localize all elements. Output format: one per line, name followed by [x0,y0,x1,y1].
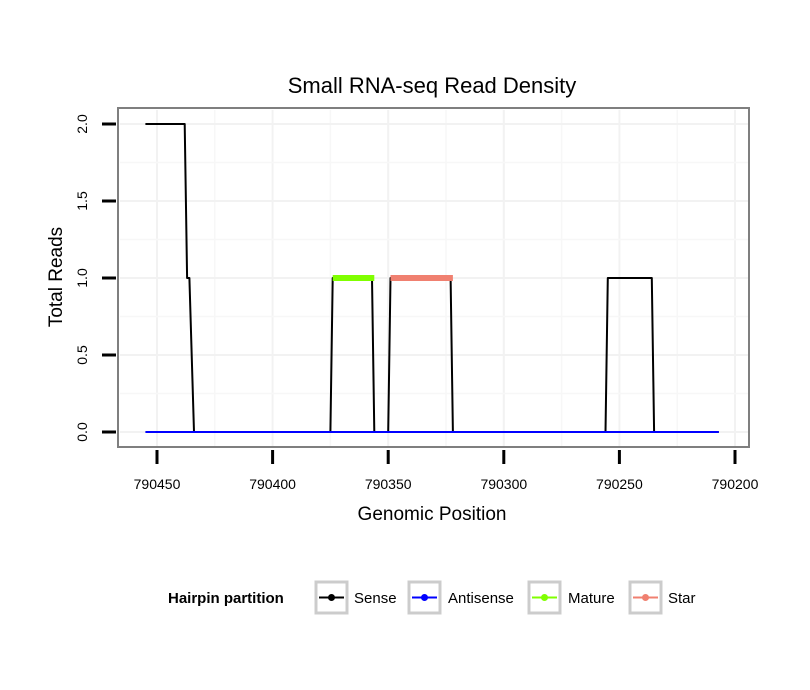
x-axis-title: Genomic Position [358,504,507,525]
legend-label: Sense [354,590,397,607]
legend-key-point [642,594,649,601]
legend-item-sense: Sense [314,580,397,615]
y-axis-title: Total Reads [46,227,67,327]
legend-title: Hairpin partition [168,590,284,607]
x-tick-label: 790400 [249,476,296,492]
y-tick-label: 0.0 [74,422,90,442]
chart-title: Small RNA-seq Read Density [288,73,577,98]
legend-key-point [541,594,548,601]
y-tick-label: 1.0 [74,268,90,288]
grid-lines [120,110,748,446]
legend: Hairpin partition Sense Antisense Mature St… [168,580,696,615]
legend-label: Mature [568,590,615,607]
y-tick-label: 1.5 [74,191,90,211]
legend-label: Star [668,590,696,607]
legend-label: Antisense [448,590,514,607]
legend-key-point [421,594,428,601]
legend-key-point [328,594,335,601]
x-tick-label: 790300 [480,476,527,492]
legend-item-antisense: Antisense [407,580,514,615]
x-tick-label: 790350 [365,476,412,492]
legend-item-star: Star [628,580,696,615]
legend-item-mature: Mature [527,580,615,615]
x-tick-label: 790450 [134,476,181,492]
y-tick-label: 0.5 [74,345,90,365]
x-tick-label: 790200 [712,476,759,492]
axes: 790450 790400 790350 790300 790250 790200 0.0 0… [74,114,759,492]
x-tick-label: 790250 [596,476,643,492]
y-tick-label: 2.0 [74,114,90,134]
series-layer [145,123,719,433]
